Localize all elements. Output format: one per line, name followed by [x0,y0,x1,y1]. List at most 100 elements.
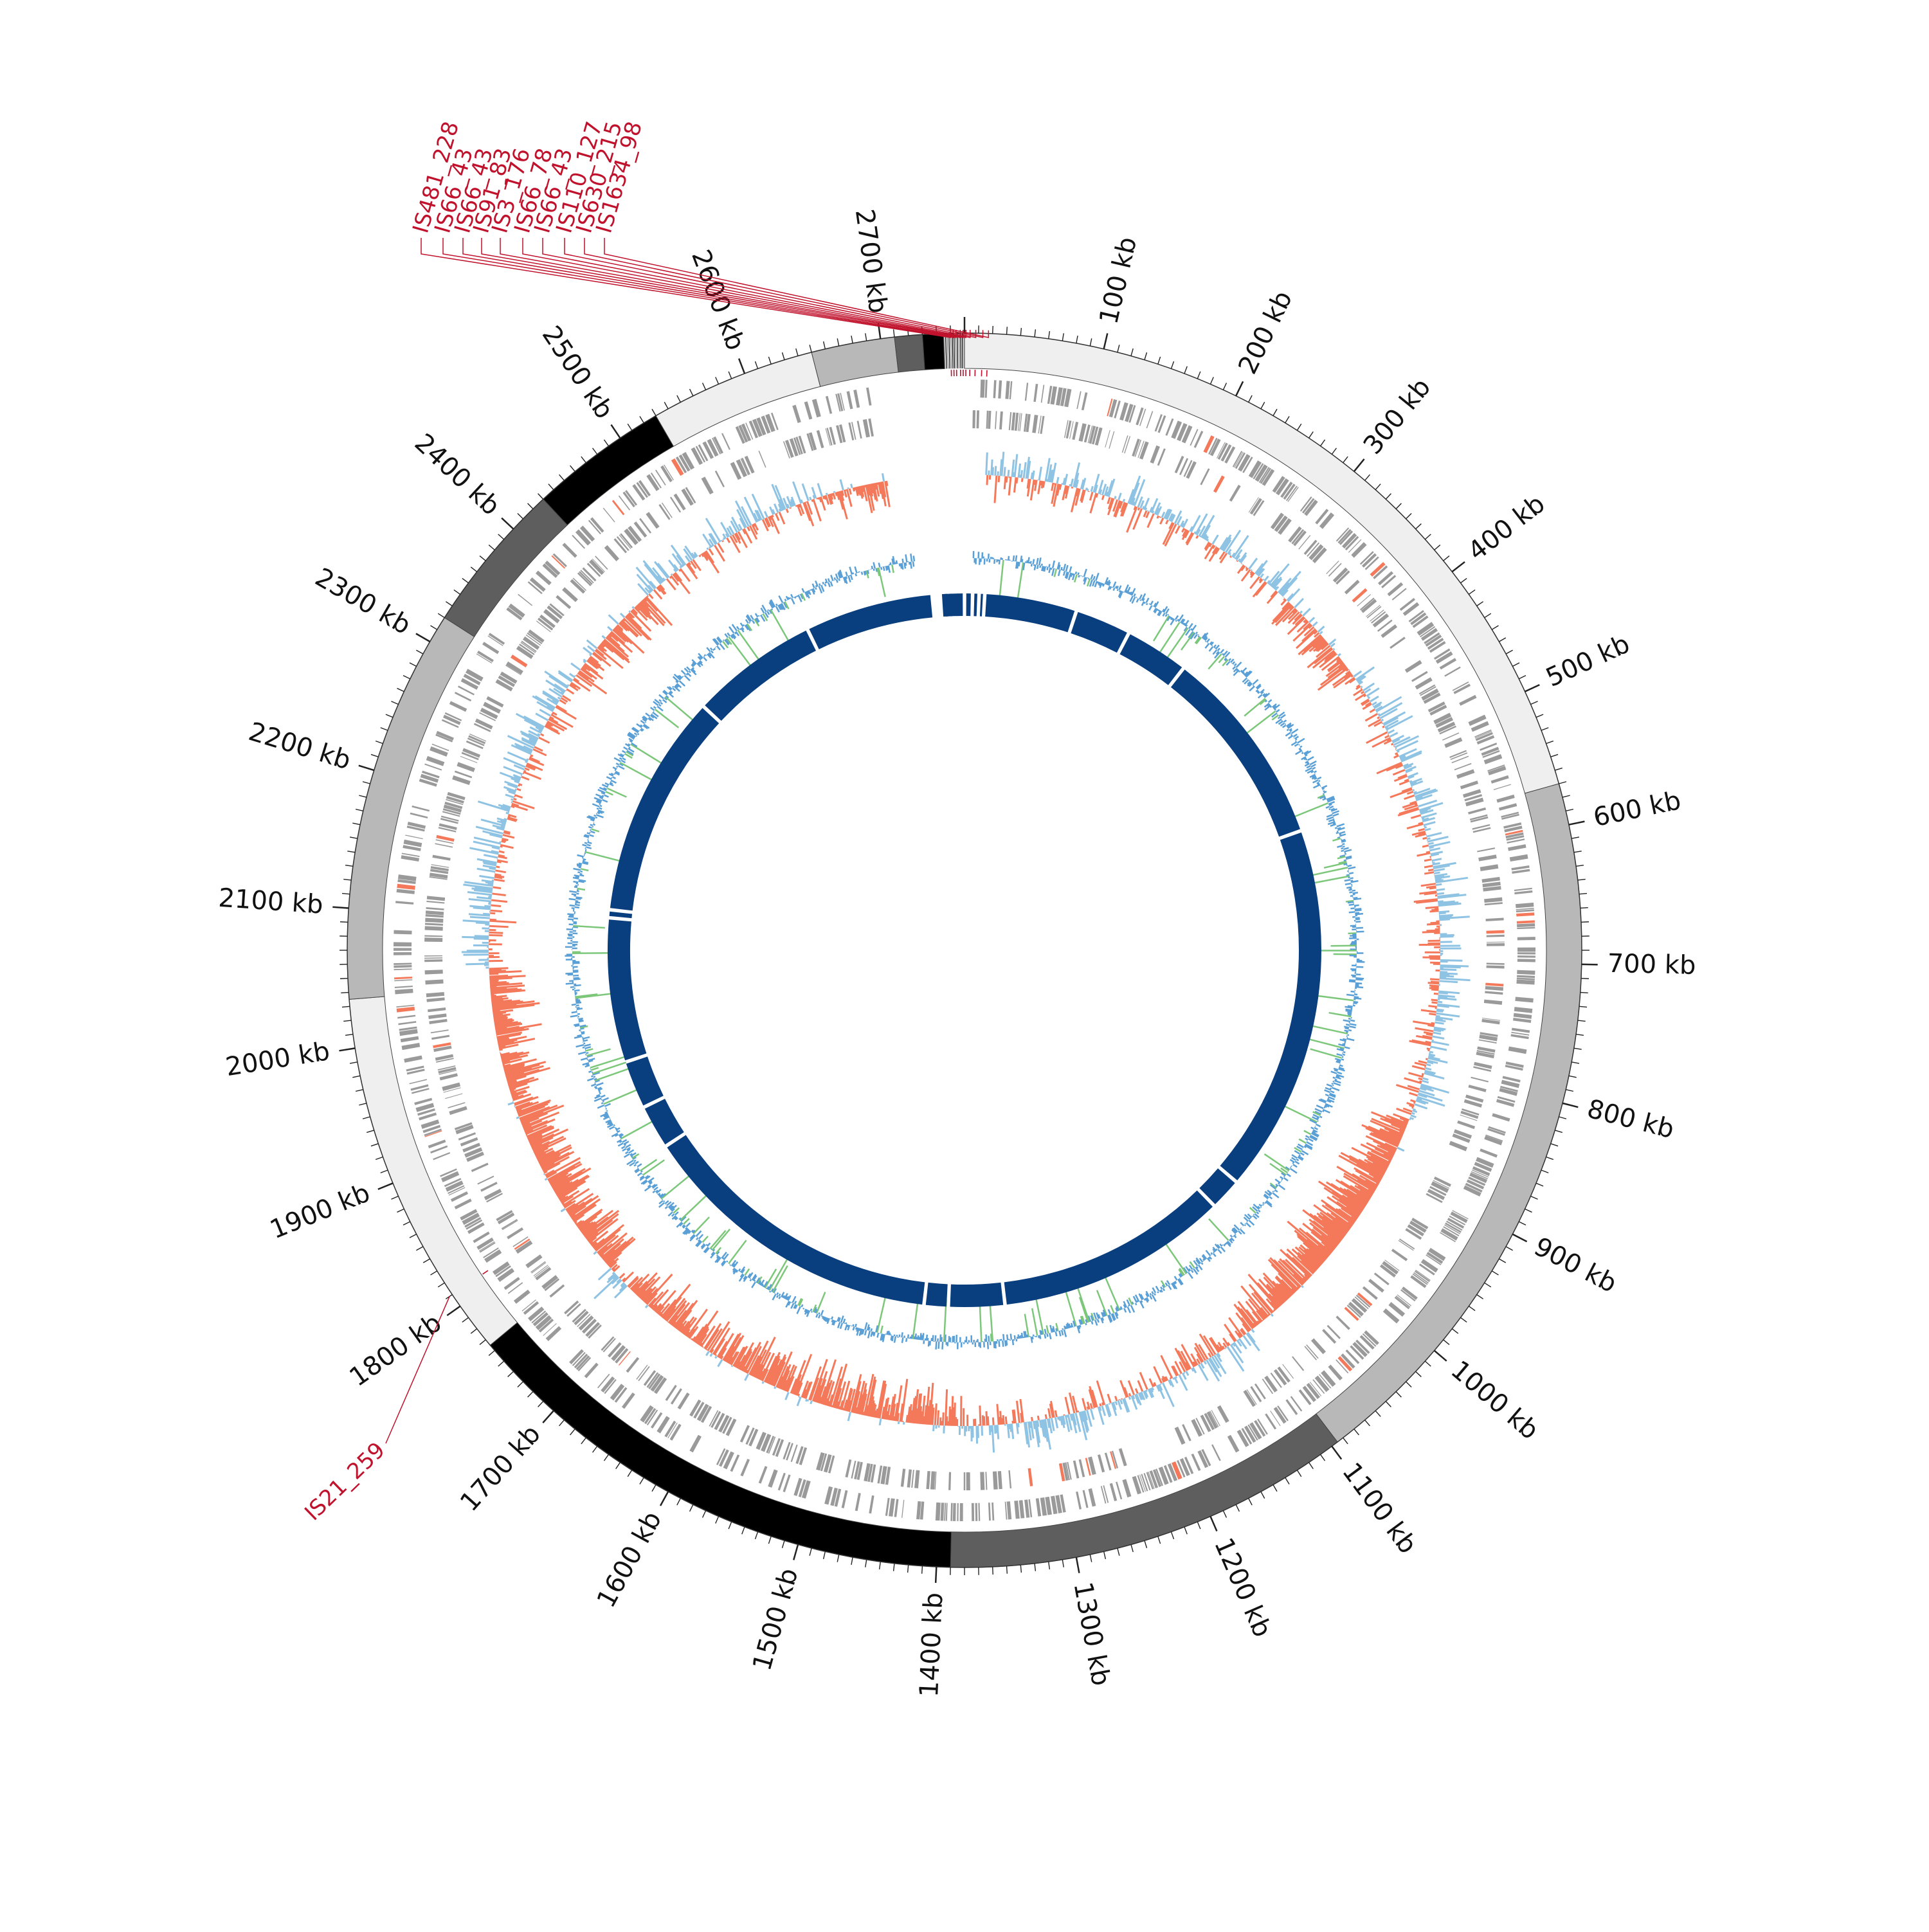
skew-bar [1051,568,1052,570]
gc-bar [1397,751,1399,752]
gc-bar [489,926,509,927]
gc-bar [494,874,501,876]
gc-bar [498,855,505,856]
gc-bar [1435,908,1438,909]
skew-bar [1027,1335,1028,1337]
skew-bar [802,1305,803,1307]
skew-bar [1320,1116,1323,1117]
skew-bar [1103,584,1104,586]
gc-bar [1433,1033,1441,1034]
skew-bar [1086,1323,1087,1325]
skew-bar [1355,918,1360,919]
skew-bar [1002,1341,1003,1347]
skew-bar [831,1317,833,1319]
skew-bar [933,1335,934,1341]
gene-feature [1517,948,1535,952]
gc-bar [1427,924,1440,925]
skew-bar [1078,575,1079,577]
gc-bar [545,1178,547,1180]
skew-bar [1349,872,1354,873]
skew-bar [1355,983,1362,984]
skew-bar [1196,632,1197,634]
skew-bar [634,1160,636,1162]
skew-bar [1175,620,1176,622]
gc-bar [940,1418,941,1426]
gc-bar [1440,977,1446,978]
skew-bar [1114,588,1115,590]
gc-bar [1411,786,1412,787]
skew-bar [1258,692,1260,693]
skew-bar [1027,560,1028,563]
gene-feature [964,1472,965,1490]
gene-feature [424,937,442,942]
skew-bar [574,1024,579,1025]
gc-bar [1043,481,1044,487]
gc-bar [647,596,648,597]
skew-bar [679,1218,681,1219]
gc-bar [851,484,853,488]
gc-bar [1032,1417,1033,1421]
skew-bar [1238,671,1240,673]
skew-bar [1021,1335,1022,1339]
gc-bar [1017,1423,1018,1434]
gc-bar [1006,476,1007,483]
skew-bar [575,1001,580,1002]
gc-bar [1422,1075,1424,1076]
skew-bar [777,1296,778,1298]
skew-bar [1040,1330,1041,1335]
gc-bar [1072,487,1073,488]
gc-bar [1346,669,1348,671]
skew-bar [988,1336,989,1342]
skew-bar [1146,603,1147,604]
gc-bar [1207,539,1208,541]
skew-bar [1233,1236,1234,1237]
minor-tick [1007,327,1008,334]
gc-bar [1439,913,1446,914]
skew-bar [1350,1020,1355,1021]
skew-bar [1301,753,1303,754]
gc-bar [514,799,517,800]
gc-bar [1197,536,1198,538]
gc-bar [1428,983,1440,984]
gc-bar [613,1272,615,1274]
skew-bar [1285,724,1286,725]
skew-bar [1329,804,1332,806]
skew-bar [1333,1085,1334,1086]
gene-feature [977,410,979,428]
gc-bar [1100,1404,1101,1406]
gc-bar [1429,1053,1431,1054]
gc-bar [1364,695,1366,696]
skew-bar [1334,1070,1337,1071]
minor-tick [1007,1566,1008,1574]
skew-bar [1350,878,1354,879]
skew-bar [1270,706,1271,707]
gc-bar [1021,470,1022,478]
gene-feature [1517,937,1535,940]
skew-bar [1335,827,1337,828]
skew-bar [1128,1305,1129,1306]
skew-bar [935,1335,936,1341]
gc-bar [946,1416,947,1425]
gc-bar [1429,888,1436,889]
skew-bar [894,1337,896,1343]
gc-bar [1070,484,1071,486]
gene-feature [1517,970,1535,975]
skew-bar [572,1004,576,1005]
skew-bar [1290,730,1292,732]
skew-bar [607,1110,608,1111]
gc-bar [1433,863,1440,865]
gc-bar [1055,1411,1056,1417]
skew-bar [577,1014,580,1015]
skew-bar [994,1341,995,1348]
skew-bar [602,1101,604,1102]
gc-bar [1412,1107,1414,1108]
skew-bar [1300,746,1302,748]
gc-bar [1439,911,1449,912]
gene-feature [1517,952,1535,954]
gc-bar [1062,483,1063,484]
skew-bar [986,1335,987,1342]
gc-bar [524,771,526,772]
skew-bar [1281,720,1282,721]
gc-bar [1021,1413,1022,1423]
gc-bar [1305,618,1306,619]
